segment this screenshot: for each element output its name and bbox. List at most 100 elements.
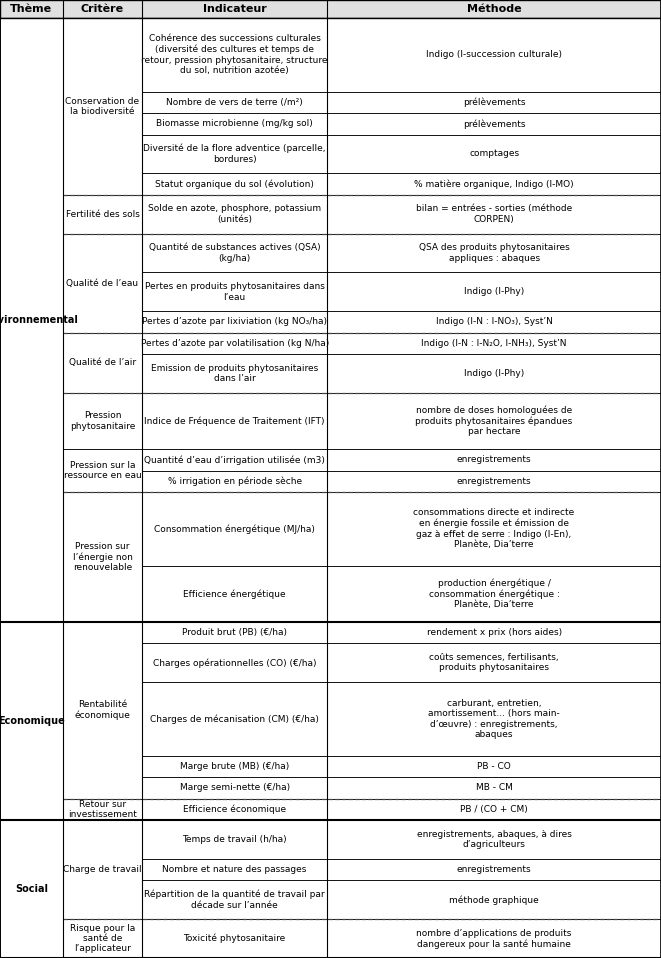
Bar bbox=[327, 820, 661, 859]
Text: Biomasse microbienne (mg/kg sol): Biomasse microbienne (mg/kg sol) bbox=[156, 120, 313, 128]
Bar bbox=[142, 644, 327, 682]
Text: Pression
phytosanitaire: Pression phytosanitaire bbox=[70, 411, 135, 431]
Text: consommations directe et indirecte
en énergie fossile et émission de
gaz à effet: consommations directe et indirecte en én… bbox=[414, 509, 574, 549]
Bar bbox=[63, 194, 142, 234]
Text: Pertes d’azote par lixiviation (kg NO₃/ha): Pertes d’azote par lixiviation (kg NO₃/h… bbox=[142, 317, 327, 327]
Bar bbox=[327, 449, 661, 470]
Text: carburant, entretien,
amortissement... (hors main-
d’œuvre) : enregistrements,
a: carburant, entretien, amortissement... (… bbox=[428, 699, 560, 740]
Bar bbox=[63, 449, 142, 492]
Bar bbox=[327, 799, 661, 820]
Text: Qualité de l’air: Qualité de l’air bbox=[69, 358, 136, 367]
Text: Pression sur
l’énergie non
renouvelable: Pression sur l’énergie non renouvelable bbox=[73, 542, 132, 572]
Text: Indigo (I-succession culturale): Indigo (I-succession culturale) bbox=[426, 51, 562, 59]
Bar bbox=[63, 234, 142, 332]
Bar bbox=[327, 644, 661, 682]
Text: nombre d’applications de produits
dangereux pour la santé humaine: nombre d’applications de produits danger… bbox=[416, 928, 572, 948]
Text: Indice de Fréquence de Traitement (IFT): Indice de Fréquence de Traitement (IFT) bbox=[144, 417, 325, 425]
Bar bbox=[63, 820, 142, 919]
Text: Indigo (I-Phy): Indigo (I-Phy) bbox=[464, 287, 524, 296]
Text: Retour sur
investissement: Retour sur investissement bbox=[68, 800, 137, 819]
Bar bbox=[327, 18, 661, 92]
Text: méthode graphique: méthode graphique bbox=[449, 895, 539, 904]
Bar bbox=[142, 492, 327, 565]
Bar bbox=[63, 799, 142, 820]
Bar bbox=[63, 332, 142, 393]
Bar bbox=[142, 756, 327, 777]
Text: Economique: Economique bbox=[0, 716, 65, 726]
Text: MB - CM: MB - CM bbox=[476, 784, 512, 792]
Bar bbox=[327, 777, 661, 799]
Text: nombre de doses homologuées de
produits phytosanitaires épandues
par hectare: nombre de doses homologuées de produits … bbox=[416, 405, 572, 437]
Bar bbox=[142, 799, 327, 820]
Bar bbox=[142, 18, 327, 92]
Text: enregistrements: enregistrements bbox=[457, 865, 531, 874]
Text: PB - CO: PB - CO bbox=[477, 762, 511, 771]
Bar bbox=[142, 134, 327, 173]
Text: Indigo (I-N : I-NO₃), Syst’N: Indigo (I-N : I-NO₃), Syst’N bbox=[436, 317, 553, 327]
Bar bbox=[142, 113, 327, 134]
Text: Marge semi-nette (€/ha): Marge semi-nette (€/ha) bbox=[180, 784, 290, 792]
Text: Quantité d’eau d’irrigation utilisée (m3): Quantité d’eau d’irrigation utilisée (m3… bbox=[144, 455, 325, 465]
Bar bbox=[327, 756, 661, 777]
Text: production énergétique /
consommation énergétique :
Planète, Dia’terre: production énergétique / consommation én… bbox=[429, 579, 559, 609]
Text: Toxicité phytosanitaire: Toxicité phytosanitaire bbox=[184, 934, 286, 944]
Text: Statut organique du sol (évolution): Statut organique du sol (évolution) bbox=[155, 179, 314, 189]
Bar bbox=[327, 311, 661, 332]
Bar bbox=[142, 272, 327, 311]
Text: Temps de travail (h/ha): Temps de travail (h/ha) bbox=[182, 835, 287, 844]
Bar bbox=[327, 492, 661, 565]
Text: enregistrements: enregistrements bbox=[457, 455, 531, 465]
Text: Solde en azote, phosphore, potassium
(unités): Solde en azote, phosphore, potassium (un… bbox=[148, 204, 321, 224]
Text: Pertes en produits phytosanitaires dans
l’eau: Pertes en produits phytosanitaires dans … bbox=[145, 283, 325, 302]
Text: Risque pour la
santé de
l’applicateur: Risque pour la santé de l’applicateur bbox=[70, 924, 135, 953]
Bar bbox=[142, 311, 327, 332]
Bar bbox=[142, 919, 327, 958]
Bar bbox=[142, 92, 327, 113]
Text: Charge de travail: Charge de travail bbox=[63, 865, 141, 874]
Bar bbox=[327, 880, 661, 919]
Bar bbox=[327, 919, 661, 958]
Bar bbox=[142, 565, 327, 622]
Bar bbox=[0, 820, 63, 958]
Bar bbox=[327, 194, 661, 234]
Bar bbox=[63, 393, 142, 449]
Bar bbox=[142, 820, 327, 859]
Text: PB / (CO + CM): PB / (CO + CM) bbox=[460, 805, 528, 814]
Text: Environnemental: Environnemental bbox=[0, 315, 79, 325]
Bar bbox=[0, 18, 63, 622]
Text: rendement x prix (hors aides): rendement x prix (hors aides) bbox=[426, 628, 562, 637]
Bar bbox=[327, 332, 661, 354]
Bar bbox=[327, 682, 661, 756]
Bar bbox=[63, 622, 142, 799]
Text: Produit brut (PB) (€/ha): Produit brut (PB) (€/ha) bbox=[182, 628, 287, 637]
Bar bbox=[63, 492, 142, 622]
Bar bbox=[327, 272, 661, 311]
Text: Rentabilité
économique: Rentabilité économique bbox=[75, 700, 130, 720]
Text: Emission de produits phytosanitaires
dans l’air: Emission de produits phytosanitaires dan… bbox=[151, 364, 319, 383]
Text: prélèvements: prélèvements bbox=[463, 119, 525, 128]
Text: Charges opérationnelles (CO) (€/ha): Charges opérationnelles (CO) (€/ha) bbox=[153, 658, 317, 668]
Bar bbox=[142, 859, 327, 880]
Text: Marge brute (MB) (€/ha): Marge brute (MB) (€/ha) bbox=[180, 762, 290, 771]
Bar bbox=[63, 919, 142, 958]
Bar bbox=[327, 113, 661, 134]
Bar bbox=[142, 194, 327, 234]
Bar bbox=[327, 134, 661, 173]
Bar bbox=[0, 0, 661, 18]
Text: prélèvements: prélèvements bbox=[463, 98, 525, 107]
Text: Nombre et nature des passages: Nombre et nature des passages bbox=[163, 865, 307, 874]
Text: Indigo (I-Phy): Indigo (I-Phy) bbox=[464, 369, 524, 378]
Text: Thème: Thème bbox=[11, 4, 52, 14]
Text: Répartition de la quantité de travail par
décade sur l’année: Répartition de la quantité de travail pa… bbox=[144, 890, 325, 910]
Text: enregistrements, abaques, à dires
d’agriculteurs: enregistrements, abaques, à dires d’agri… bbox=[416, 830, 572, 849]
Bar bbox=[327, 173, 661, 194]
Text: Critère: Critère bbox=[81, 4, 124, 14]
Text: Cohérence des successions culturales
(diversité des cultures et temps de
retour,: Cohérence des successions culturales (di… bbox=[141, 34, 328, 76]
Bar bbox=[142, 682, 327, 756]
Text: Indicateur: Indicateur bbox=[203, 4, 266, 14]
Bar bbox=[327, 470, 661, 492]
Text: QSA des produits phytosanitaires
appliques : abaques: QSA des produits phytosanitaires appliqu… bbox=[418, 243, 570, 262]
Bar bbox=[63, 18, 142, 194]
Text: Nombre de vers de terre (/m²): Nombre de vers de terre (/m²) bbox=[167, 98, 303, 107]
Bar bbox=[327, 234, 661, 272]
